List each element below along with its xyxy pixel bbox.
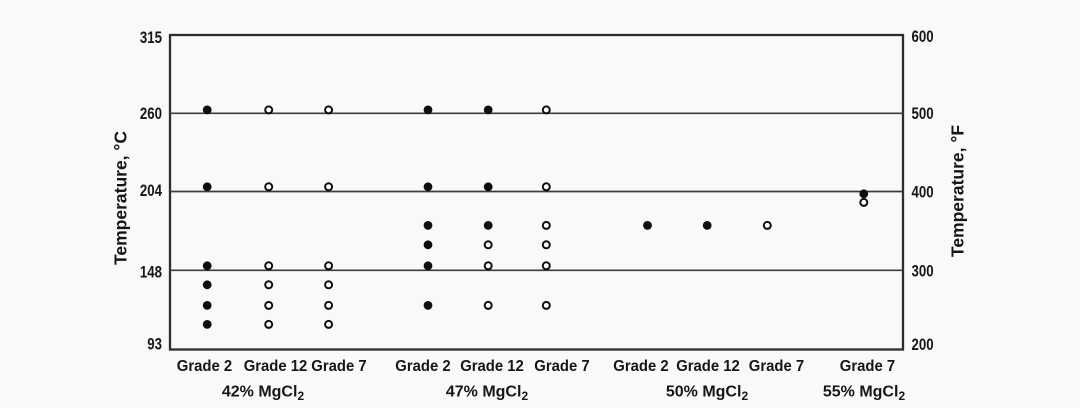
svg-text:Grade 12: Grade 12 [676,358,740,376]
svg-text:Grade 2: Grade 2 [613,358,668,376]
svg-text:500: 500 [912,105,934,124]
svg-text:47% MgCl2: 47% MgCl2 [446,384,529,404]
svg-text:400: 400 [912,183,934,202]
svg-text:260: 260 [140,105,162,124]
svg-text:Grade 7: Grade 7 [311,358,366,376]
svg-text:315: 315 [140,29,163,48]
svg-text:300: 300 [912,262,934,281]
svg-text:Grade 7: Grade 7 [749,358,804,376]
svg-text:600: 600 [912,28,934,47]
svg-text:Grade 12: Grade 12 [244,358,308,376]
svg-text:Temperature, °C: Temperature, °C [111,131,131,265]
svg-text:Grade 7: Grade 7 [840,358,895,376]
svg-text:204: 204 [140,182,163,201]
svg-text:93: 93 [147,335,162,354]
svg-text:148: 148 [140,263,162,282]
svg-text:Grade 2: Grade 2 [177,358,232,376]
svg-text:200: 200 [912,336,934,355]
svg-text:Temperature, °F: Temperature, °F [948,125,968,257]
svg-text:Grade 2: Grade 2 [395,358,450,376]
svg-text:Grade 12: Grade 12 [460,358,524,376]
svg-text:Grade 7: Grade 7 [534,358,589,376]
svg-text:42% MgCl2: 42% MgCl2 [222,384,305,404]
svg-text:55% MgCl2: 55% MgCl2 [823,384,906,404]
svg-text:50% MgCl2: 50% MgCl2 [666,384,749,404]
